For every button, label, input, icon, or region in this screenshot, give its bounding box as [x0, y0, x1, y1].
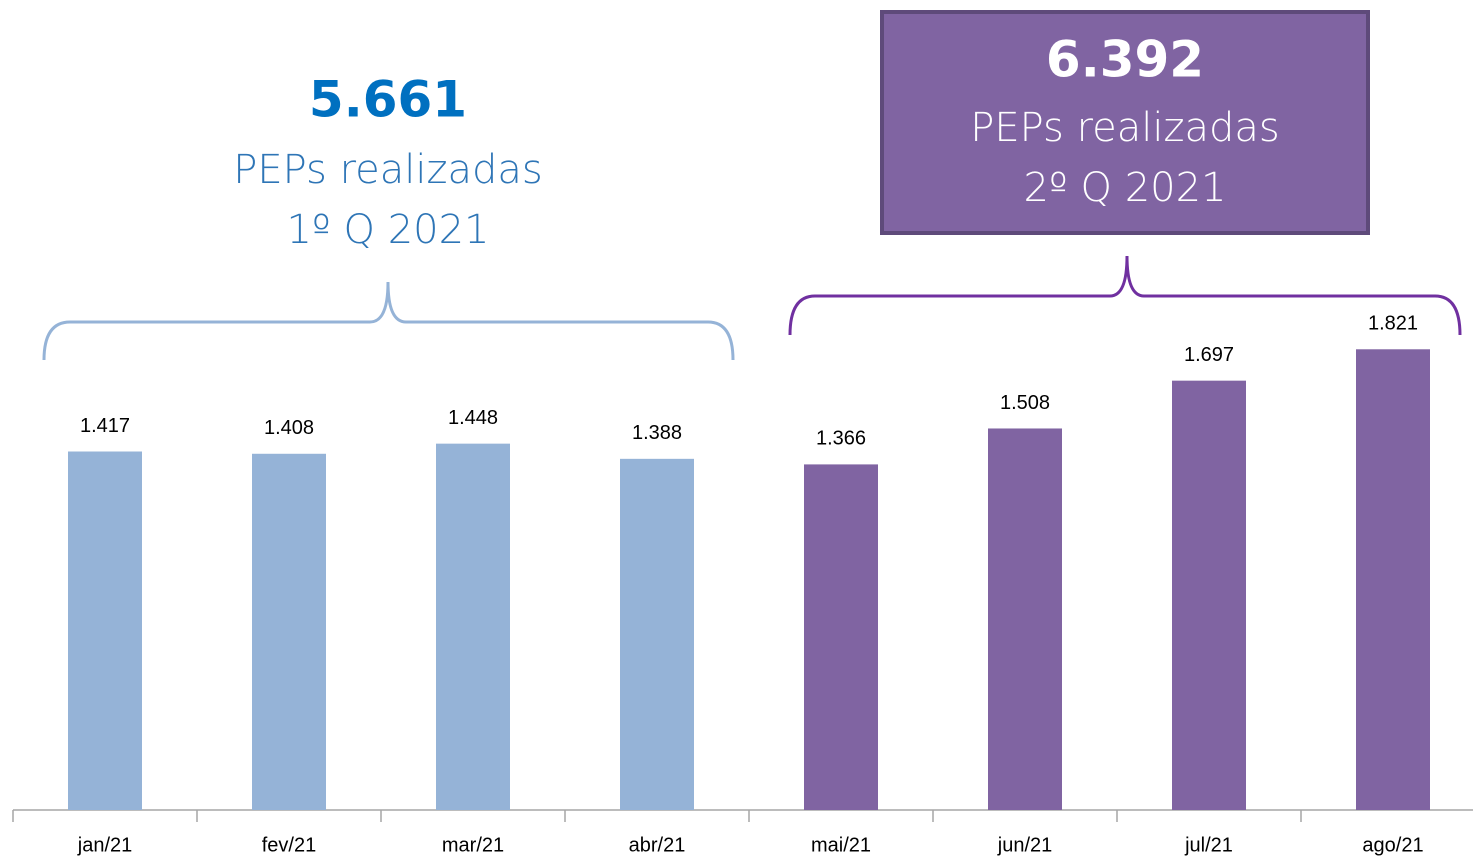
- bar: [1172, 380, 1246, 810]
- value-label: 1.388: [632, 422, 682, 444]
- bracket: [42, 281, 735, 361]
- bar: [1356, 349, 1430, 810]
- bar: [68, 451, 142, 810]
- bracket: [788, 255, 1462, 336]
- value-label: 1.417: [80, 415, 130, 437]
- x-tick-label: fev/21: [262, 834, 316, 856]
- bar: [804, 464, 878, 810]
- x-tick-label: mai/21: [811, 834, 871, 856]
- value-label: 1.821: [1368, 313, 1418, 335]
- bar: [988, 428, 1062, 810]
- annotation-box: [880, 10, 1370, 235]
- x-tick-label: mar/21: [442, 834, 504, 856]
- annotation-total: 6.392: [1046, 31, 1204, 89]
- bar: [620, 458, 694, 810]
- annotation-period: 2º Q 2021: [1023, 165, 1226, 211]
- x-tick-label: jul/21: [1184, 834, 1233, 856]
- annotation-period: 1º Q 2021: [286, 207, 489, 253]
- annotation-total: 5.661: [309, 71, 467, 129]
- annotation-text: PEPs realizadas: [233, 147, 543, 193]
- bar: [436, 443, 510, 810]
- value-label: 1.697: [1184, 344, 1234, 366]
- x-tick-label: jan/21: [77, 834, 133, 856]
- value-label: 1.408: [264, 417, 314, 439]
- value-label: 1.508: [1000, 392, 1050, 414]
- annotation-text: PEPs realizadas: [970, 105, 1280, 151]
- value-label: 1.366: [816, 428, 866, 450]
- bar: [252, 453, 326, 810]
- x-tick-label: jun/21: [997, 834, 1053, 856]
- value-label: 1.448: [448, 407, 498, 429]
- x-tick-label: abr/21: [629, 834, 686, 856]
- x-tick-label: ago/21: [1362, 834, 1423, 856]
